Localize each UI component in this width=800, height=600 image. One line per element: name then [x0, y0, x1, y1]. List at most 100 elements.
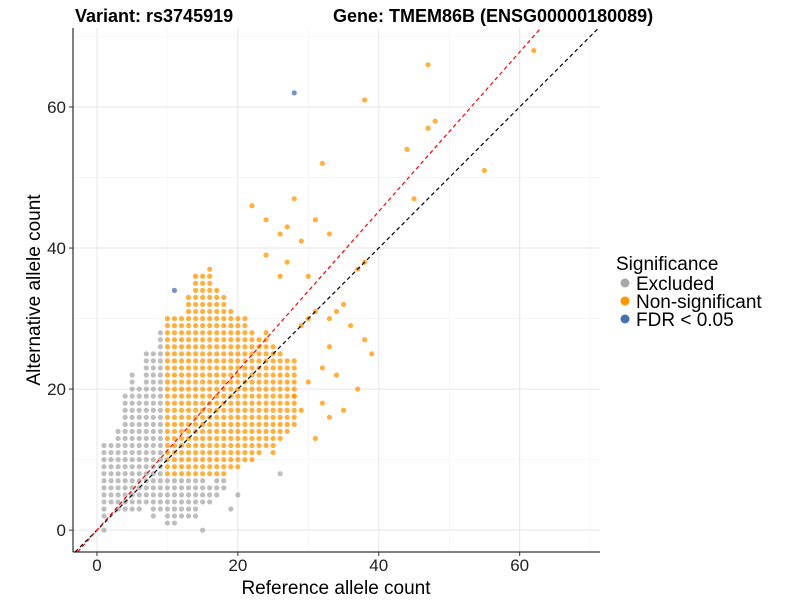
point-non-significant — [228, 344, 234, 350]
point-non-significant — [178, 400, 185, 406]
point-non-significant — [171, 386, 178, 392]
point-non-significant — [178, 351, 185, 357]
point-non-significant — [192, 330, 199, 336]
point-excluded — [136, 457, 142, 463]
point-excluded — [143, 351, 149, 357]
point-excluded — [143, 449, 149, 456]
point-excluded — [143, 499, 149, 505]
point-excluded — [143, 442, 149, 449]
point-non-significant — [235, 330, 241, 336]
point-non-significant — [207, 435, 213, 442]
point-non-significant — [228, 358, 234, 364]
point-non-significant — [277, 428, 283, 435]
point-non-significant — [291, 400, 297, 406]
point-non-significant — [256, 358, 262, 364]
point-non-significant — [171, 344, 178, 350]
point-excluded — [129, 400, 135, 406]
point-non-significant — [235, 400, 241, 406]
point-non-significant — [164, 407, 171, 413]
point-excluded — [108, 464, 114, 470]
point-non-significant — [192, 457, 199, 463]
point-excluded — [200, 492, 206, 498]
point-non-significant — [221, 457, 227, 463]
point-non-significant — [235, 323, 241, 329]
point-non-significant — [249, 407, 255, 413]
point-excluded — [143, 464, 149, 470]
point-excluded — [157, 499, 163, 505]
point-non-significant — [200, 308, 206, 315]
point-non-significant — [235, 414, 241, 420]
point-non-significant — [185, 407, 192, 413]
point-non-significant — [185, 351, 192, 357]
point-non-significant — [192, 449, 199, 456]
y-axis-label: Alternative allele count — [24, 194, 45, 386]
point-non-significant — [242, 323, 248, 329]
point-excluded — [101, 478, 107, 484]
point-non-significant — [242, 421, 248, 427]
point-excluded — [143, 485, 149, 491]
point-non-significant — [228, 372, 234, 378]
point-excluded — [150, 351, 156, 357]
point-excluded — [200, 478, 206, 484]
point-excluded — [150, 358, 156, 364]
point-excluded — [122, 421, 128, 427]
point-excluded — [228, 506, 234, 512]
point-excluded — [157, 337, 163, 343]
point-non-significant — [185, 457, 192, 463]
point-non-significant — [200, 442, 206, 449]
point-excluded — [136, 386, 142, 392]
point-non-significant — [362, 337, 368, 343]
point-non-significant — [192, 280, 199, 286]
point-non-significant — [200, 464, 206, 470]
point-excluded — [143, 358, 149, 364]
point-non-significant — [214, 344, 220, 350]
point-excluded — [129, 421, 135, 427]
point-non-significant — [277, 273, 283, 279]
point-non-significant — [291, 379, 297, 385]
point-excluded — [185, 492, 192, 498]
point-non-significant — [164, 379, 171, 385]
point-non-significant — [192, 287, 199, 293]
point-non-significant — [291, 414, 297, 420]
point-non-significant — [270, 449, 276, 456]
point-excluded — [150, 400, 156, 406]
point-non-significant — [221, 407, 227, 413]
point-non-significant — [249, 428, 255, 435]
point-non-significant — [291, 365, 297, 371]
point-excluded — [143, 421, 149, 427]
point-non-significant — [347, 323, 354, 329]
point-excluded — [122, 478, 128, 484]
point-non-significant — [263, 414, 269, 420]
point-non-significant — [185, 315, 192, 322]
point-non-significant — [200, 435, 206, 442]
point-excluded — [101, 527, 107, 533]
point-non-significant — [291, 393, 297, 399]
point-non-significant — [277, 358, 283, 364]
point-non-significant — [164, 386, 171, 392]
point-excluded — [157, 407, 163, 413]
point-non-significant — [284, 365, 290, 371]
point-non-significant — [277, 372, 283, 378]
point-non-significant — [263, 217, 269, 223]
point-non-significant — [333, 308, 340, 315]
point-non-significant — [207, 442, 213, 449]
point-non-significant — [192, 308, 199, 315]
reference-line-identity — [74, 27, 600, 553]
point-non-significant — [214, 393, 220, 399]
point-non-significant — [277, 414, 283, 420]
point-excluded — [171, 478, 178, 484]
point-non-significant — [178, 379, 185, 385]
point-non-significant — [228, 449, 234, 456]
point-non-significant — [178, 393, 185, 399]
legend: Significance Excluded Non-significant FD… — [616, 254, 762, 331]
legend-key-nonsignificant — [620, 296, 630, 306]
point-excluded — [192, 478, 199, 484]
legend-label-nonsignificant: Non-significant — [636, 292, 762, 313]
point-non-significant — [270, 407, 276, 413]
point-non-significant — [171, 379, 178, 385]
point-non-significant — [242, 351, 248, 357]
point-excluded — [157, 358, 163, 364]
point-excluded — [143, 414, 149, 420]
point-excluded — [122, 457, 128, 463]
